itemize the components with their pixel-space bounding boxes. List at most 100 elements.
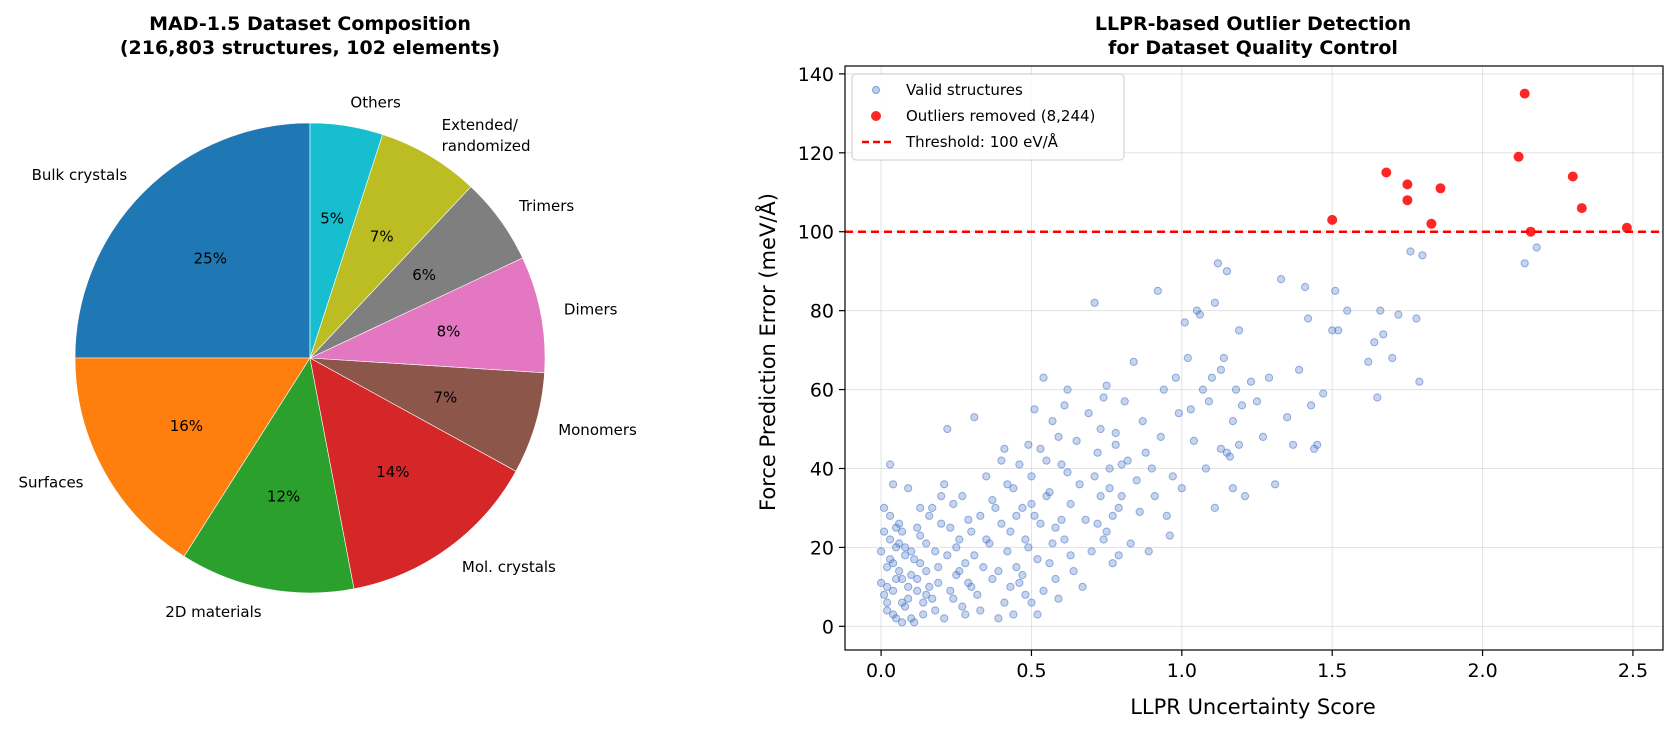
pie-slice-monomers [309,357,545,472]
pie-slice-surfaces [74,357,311,557]
valid-point [1144,547,1153,556]
valid-point [910,618,919,627]
valid-point [1003,480,1012,489]
valid-point [1111,440,1120,449]
valid-point [1087,547,1096,556]
valid-point [934,578,943,588]
valid-point [1520,259,1529,268]
valid-point [898,527,907,536]
valid-point [898,618,907,627]
valid-point [904,484,913,493]
valid-point [1024,543,1033,552]
valid-point [922,567,931,576]
x-tick-label: 1.0 [1167,660,1197,682]
valid-point [913,523,922,532]
valid-point [925,582,934,592]
valid-point [976,511,985,520]
valid-point [1117,460,1126,469]
x-tick-label: 2.5 [1618,660,1648,682]
scatter-title-line-1: LLPR-based Outlier Detection [1095,13,1411,35]
pie-pct-surfaces: 16% [170,417,203,435]
valid-point [1063,385,1072,394]
valid-point [919,598,928,607]
pie-slice-mol-crystals [309,357,517,590]
pie-pct-monomers: 7% [434,388,458,406]
valid-point [1084,409,1093,418]
outlier-point [1621,222,1632,233]
valid-point [1057,460,1066,469]
valid-point [1039,373,1048,382]
valid-point [889,586,898,595]
valid-point [1033,555,1042,564]
valid-point [1009,610,1018,619]
valid-point [880,503,889,512]
valid-point [1159,385,1168,394]
valid-point [877,578,886,588]
pie-label-trimers: Trimers [518,197,574,215]
valid-point [1060,535,1069,544]
valid-point [1418,251,1427,260]
legend-label-outliers: Outliers removed (8,244) [906,107,1095,125]
valid-point [1057,515,1066,524]
valid-point [910,555,919,564]
valid-point [1219,353,1229,363]
outlier-point [1402,179,1413,190]
x-axis-label: LLPR Uncertainty Score [1130,695,1376,719]
x-tick-label: 1.5 [1317,660,1347,682]
valid-point [1237,401,1247,410]
valid-point [901,602,910,611]
valid-point [913,586,922,595]
valid-point [997,519,1006,528]
valid-point [886,511,895,520]
valid-point [967,527,976,536]
valid-point [1006,582,1015,592]
valid-point [940,480,949,489]
y-tick-label: 20 [810,537,834,559]
valid-point [1364,357,1373,366]
valid-point [970,413,979,422]
x-axis-ticks: 0.0 0.5 1.0 1.5 2.0 2.5 [866,650,1648,682]
valid-point [1373,393,1382,402]
valid-point [892,543,901,552]
valid-point [883,582,892,592]
valid-point [943,424,952,434]
outlier-point [1435,183,1446,194]
valid-point [1370,338,1379,347]
pie-label-2d-materials: 2D materials [165,603,261,621]
valid-point [994,614,1003,623]
valid-point [880,590,889,599]
pie-pct-trimers: 6% [412,266,436,284]
x-tick-label: 0.5 [1016,660,1046,682]
valid-point [1156,432,1165,441]
valid-point [1018,570,1027,580]
valid-point [1090,472,1099,481]
valid-point [1201,464,1211,473]
pie-slice-dimers [309,257,546,374]
outlier-point [1381,167,1392,178]
outlier-point [1576,203,1587,214]
valid-point [1099,393,1108,402]
valid-point [1009,484,1018,493]
valid-point [1015,460,1024,469]
valid-point [901,551,910,560]
valid-point [955,535,964,544]
valid-point [1271,480,1280,489]
valid-point [1039,586,1048,595]
valid-point [1027,472,1036,481]
valid-point [886,535,895,544]
pie-slice-others [309,122,383,359]
valid-point [1379,330,1388,339]
valid-point [1066,551,1075,560]
valid-point [1075,480,1084,489]
valid-point [1141,448,1150,457]
valid-point [1120,397,1129,406]
valid-point [1234,326,1244,335]
pie-title-line-2: (216,803 structures, 102 elements) [120,37,500,59]
valid-point [1114,551,1123,560]
valid-point [1042,492,1051,501]
valid-point [1207,373,1217,382]
valid-point [877,547,886,556]
valid-point [1195,310,1205,319]
valid-point [1063,468,1072,477]
